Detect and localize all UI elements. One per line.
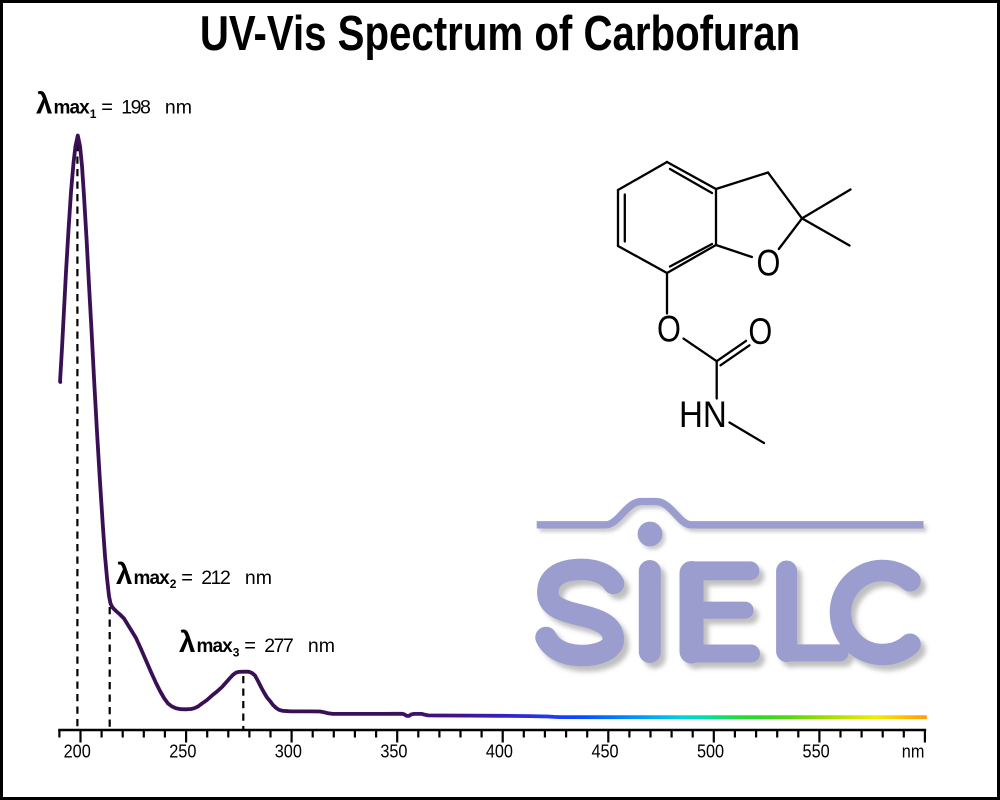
svg-text:HN: HN: [679, 393, 727, 435]
svg-text:max: max: [134, 568, 171, 589]
svg-text:200: 200: [64, 741, 91, 762]
svg-text:nm: nm: [245, 567, 272, 589]
svg-text:1: 1: [90, 107, 97, 121]
svg-text:max: max: [54, 98, 91, 119]
svg-text:=: =: [181, 567, 193, 589]
svg-text:250: 250: [169, 741, 196, 762]
svg-text:500: 500: [697, 741, 724, 762]
svg-text:212: 212: [201, 567, 230, 589]
svg-text:nm: nm: [902, 741, 925, 762]
svg-text:400: 400: [486, 741, 513, 762]
svg-text:nm: nm: [165, 97, 192, 119]
svg-text:nm: nm: [308, 635, 335, 657]
svg-text:λ: λ: [36, 88, 52, 121]
svg-text:550: 550: [803, 741, 830, 762]
svg-text:450: 450: [591, 741, 618, 762]
svg-text:λ: λ: [116, 558, 132, 591]
svg-text:=: =: [244, 635, 256, 657]
svg-text:max: max: [197, 636, 234, 657]
svg-text:277: 277: [264, 635, 293, 657]
svg-text:λ: λ: [179, 626, 195, 659]
svg-text:198: 198: [121, 97, 150, 119]
svg-text:3: 3: [233, 645, 240, 659]
svg-text:300: 300: [275, 741, 302, 762]
svg-text:=: =: [101, 97, 113, 119]
svg-text:2: 2: [170, 577, 177, 591]
svg-text:UV-Vis Spectrum of Carbofuran: UV-Vis Spectrum of Carbofuran: [200, 6, 800, 61]
svg-text:O: O: [757, 243, 781, 285]
svg-text:350: 350: [380, 741, 407, 762]
svg-text:O: O: [748, 311, 772, 353]
svg-text:O: O: [657, 309, 681, 351]
